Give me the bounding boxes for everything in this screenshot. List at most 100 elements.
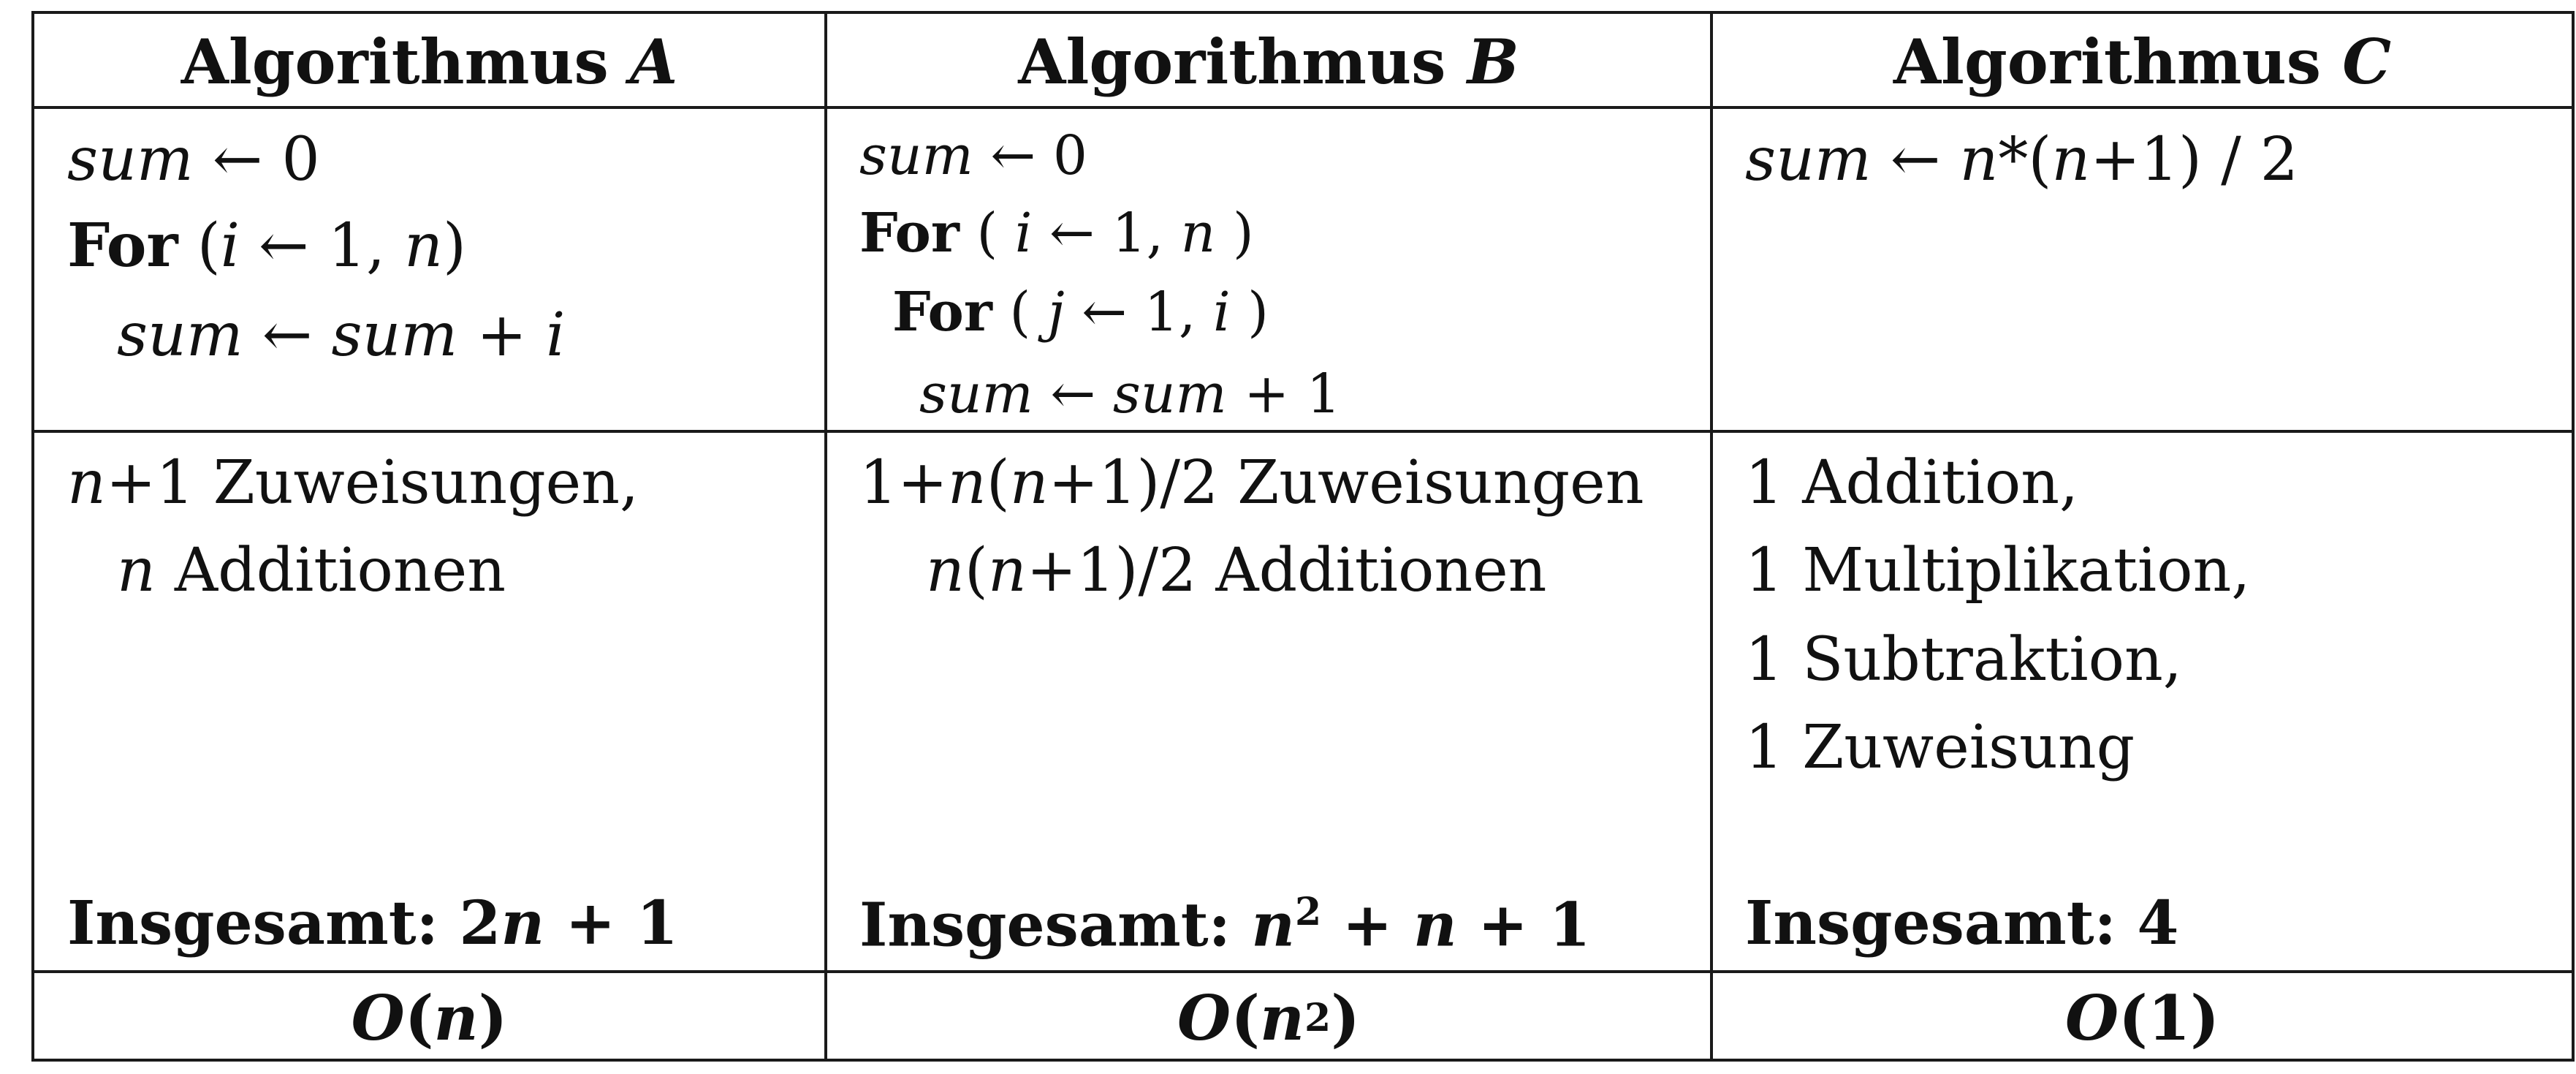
total-c: Insgesamt: 4 [1745,888,2179,958]
additions-text: +1)/2 Additionen [1026,536,1547,605]
exponent: 2 [1304,996,1331,1040]
header-algorithm-c: Algorithmus C [1713,16,2572,107]
var-sum: sum [1745,125,1872,194]
total-a: Insgesamt: 2n + 1 [67,893,678,953]
paren-open: ( [964,536,988,605]
big-o: O [1177,982,1231,1054]
paren-open: ( [197,211,221,281]
formula-rest: +1) / 2 [2090,125,2298,194]
code-b-line-3: For ( j ← 1, i ) [892,285,1269,339]
total-label: Insgesamt: [859,890,1252,961]
range-start: ← 1, [259,211,386,281]
var-n: n [926,536,965,605]
paren-open: ( [1231,982,1260,1054]
var-sum: sum [67,125,194,194]
assignments-text: +1)/2 Zuweisungen [1048,448,1644,518]
plus-one: + 1 [1456,890,1591,961]
constant: (1) [2119,982,2220,1054]
arrow: ← [1050,363,1096,426]
var-n: n [1251,890,1296,961]
var-sum: sum [331,300,458,370]
table-border-left [31,11,34,1062]
var-i: i [1014,202,1033,265]
ops-a-line-1: n+1 Zuweisungen, [67,453,639,513]
var-i: i [1212,281,1231,344]
table-border-right [2572,11,2575,1062]
complexity-c: O (1) [1713,976,2572,1060]
paren-close: ) [442,211,466,281]
ops-b-line-2: n(n+1)/2 Additionen [926,541,1546,601]
big-o: O [2064,982,2119,1054]
column-divider-ab [824,11,827,1062]
ops-c-line-2: 1 Multiplikation, [1745,536,2251,605]
var-n: n [1009,448,1049,518]
var-n: n [1259,982,1305,1054]
column-divider-bc [1710,11,1713,1062]
var-i: i [546,300,566,370]
code-c-line-1: sum ← n*(n+1) / 2 [1745,130,2298,190]
var-sum: sum [859,124,973,187]
footer-divider [31,970,2575,973]
arrow: ← [262,300,313,370]
var-sum: sum [1112,363,1227,426]
assign-zero: ← 0 [212,125,320,194]
keyword-for: For [67,211,178,281]
plus: + [1321,890,1414,961]
complexity-b: O(n 2) [827,976,1710,1060]
paren-close: ) [478,982,508,1054]
paren-open: ( [976,202,998,265]
paren-close: ) [1232,202,1254,265]
assignments-text: +1 Zuweisungen, [105,448,639,518]
exponent: 2 [1295,890,1322,934]
code-divider [31,430,2575,433]
one-plus: 1+ [859,448,948,518]
var-n: n [947,448,987,518]
additions-text: Additionen [155,536,506,605]
header-word: Algorithmus [1018,26,1446,98]
total-b: Insgesamt: n2 + n + 1 [859,890,1591,956]
complexity-a: O(n) [34,976,824,1060]
code-a-line-2: For (i ← 1, n) [67,216,466,276]
range-start: ← 1, [1049,202,1164,265]
header-divider [31,106,2575,109]
var-n: n [1180,202,1216,265]
table-border-bottom [31,1059,2575,1062]
paren-close: ) [1247,281,1269,344]
code-b-line-2: For ( i ← 1, n ) [859,206,1254,260]
assign-zero: ← 0 [990,124,1087,187]
var-n: n [987,536,1027,605]
code-a-line-3: sum ← sum + i [117,306,565,366]
header-word: Algorithmus [1893,26,2322,98]
plus-one: + 1 [544,888,678,958]
var-n: n [1413,890,1457,961]
arrow: ← [1890,125,1941,194]
var-n: n [501,888,545,958]
paren-open: ( [986,448,1010,518]
paren-open: ( [1009,281,1031,344]
header-algorithm-b: Algorithmus B [827,16,1710,107]
code-b-line-1: sum ← 0 [859,129,1087,183]
ops-a-line-2: n Additionen [117,541,506,601]
table-border-top [31,11,2575,14]
keyword-for: For [892,281,992,344]
ops-c-line-1: 1 Addition, [1745,448,2079,518]
var-sum: sum [919,363,1033,426]
ops-b-line-1: 1+n(n+1)/2 Zuweisungen [859,453,1644,513]
header-var: C [2342,26,2392,98]
big-o: O [351,982,405,1054]
var-n: n [2051,125,2091,194]
header-var: A [630,26,678,98]
header-var: B [1467,26,1519,98]
var-n: n [1959,125,1999,194]
var-i: i [220,211,240,281]
ops-c-line-4: 1 Zuweisung [1745,713,2135,782]
keyword-for: For [859,202,960,265]
var-sum: sum [117,300,243,370]
var-n: n [117,536,156,605]
total-label: Insgesamt: 2 [67,888,501,958]
var-j: j [1047,281,1065,344]
code-a-line-1: sum ← 0 [67,130,320,190]
ops-c-line-3: 1 Subtraktion, [1745,625,2182,695]
plus-one: + 1 [1244,363,1341,426]
